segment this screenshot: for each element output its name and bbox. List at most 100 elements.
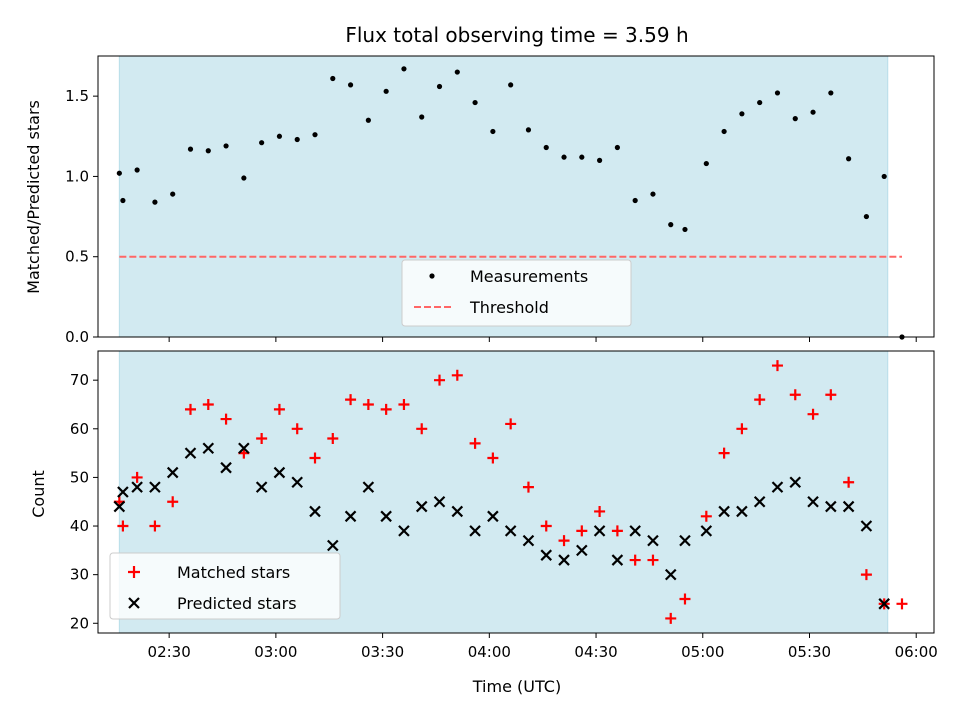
predicted-star-point (415, 500, 428, 513)
measurement-point (561, 154, 567, 160)
matched-star-point (611, 525, 623, 537)
ratio-legend: Measurements Threshold (401, 259, 632, 327)
matched-star-point (291, 423, 303, 435)
measurement-point (490, 128, 496, 135)
predicted-star-point (184, 447, 197, 459)
predicted-star-point (238, 442, 250, 455)
y-tick-label: 1.0 (65, 167, 89, 185)
predicted-star-point (718, 505, 730, 518)
measurement-point (120, 197, 126, 204)
matched-star-point (807, 408, 819, 420)
measurement-point (632, 197, 638, 204)
counts-legend-box (109, 552, 341, 620)
matched-star-point (789, 389, 801, 401)
ratio-x-ticks (168, 337, 917, 342)
matched-star-point (451, 369, 463, 381)
y-tick-label: 30 (70, 566, 89, 584)
predicted-star-point (753, 495, 766, 508)
measurement-point (792, 116, 798, 122)
measurement-point (436, 83, 443, 90)
matched-star-point (345, 394, 357, 406)
predicted-star-point (202, 442, 215, 455)
predicted-star-point (789, 476, 802, 489)
x-tick-label: 04:00 (468, 643, 511, 661)
matched-star-point (700, 510, 712, 522)
measurement-point (846, 156, 852, 162)
measurement-point (259, 140, 265, 146)
measurement-point (383, 88, 389, 94)
predicted-star-point (255, 481, 268, 493)
measurement-point (739, 111, 745, 117)
predicted-star-point (166, 466, 179, 479)
counts-y-axis-label: Count (29, 470, 48, 518)
matched-star-point (273, 403, 285, 415)
counts-axes-frame (97, 350, 935, 634)
measurement-point (347, 82, 354, 88)
predicted-star-point (433, 495, 446, 508)
predicted-star-point (113, 500, 126, 513)
measurement-point (828, 90, 834, 96)
measurement-point (294, 136, 300, 143)
predicted-star-point (309, 505, 321, 518)
measurement-point (276, 133, 283, 139)
matched-star-point (131, 471, 143, 483)
predicted-star-point (220, 461, 232, 474)
matched-star-point (718, 447, 730, 459)
predicted-star-point (344, 510, 357, 523)
matched-star-point (117, 520, 129, 532)
measurement-point (419, 114, 425, 120)
matched-star-point (647, 554, 659, 566)
matched-star-point (736, 423, 748, 435)
ratio-panel: 0.0 0.5 1.0 1.5 Matched/Predicted stars Mea… (24, 55, 935, 346)
ratio-axes-frame (97, 55, 935, 338)
x-tick-label: 05:30 (788, 643, 831, 661)
matched-star-point (416, 423, 428, 435)
predicted-star-point (629, 525, 641, 537)
measurement-point (863, 213, 870, 220)
matched-star-point (434, 374, 446, 386)
measurement-point (170, 191, 176, 197)
counts-x-ticks: 02:30 03:00 03:30 04:00 04:30 05:00 05:30 06:00 (148, 633, 938, 661)
x-tick-label: 02:30 (148, 643, 191, 661)
y-tick-label: 70 (70, 371, 89, 389)
y-tick-label: 20 (70, 614, 89, 632)
predicted-star-point (842, 500, 855, 513)
x-axis-label: Time (UTC) (472, 677, 561, 696)
predicted-star-point (149, 481, 161, 493)
matched-star-point (469, 437, 481, 449)
measurement-point (454, 69, 460, 75)
counts-y-ticks: 20 30 40 50 60 70 (70, 371, 98, 632)
predicted-star-point (576, 544, 588, 557)
measurement-point (223, 143, 229, 149)
measurement-points (116, 66, 905, 340)
measurement-point (703, 160, 709, 167)
legend-threshold-label: Threshold (469, 298, 549, 317)
y-tick-label: 40 (70, 517, 89, 535)
matched-star-point (576, 525, 588, 537)
predicted-star-point (540, 549, 553, 561)
matched-star-point (522, 481, 534, 493)
measurement-point (525, 127, 532, 133)
matched-star-point (202, 398, 214, 410)
y-tick-label: 50 (70, 468, 89, 486)
matched-star-point (256, 433, 268, 445)
matched-star-point (629, 554, 641, 566)
matched-star-point (540, 520, 552, 532)
matched-star-point (309, 452, 321, 464)
matched-star-point (149, 520, 161, 532)
matched-star-point (220, 413, 232, 425)
measurement-point (472, 99, 478, 106)
measurement-point (597, 157, 603, 163)
y-tick-label: 0.5 (65, 248, 89, 266)
legend-matched-label: Matched stars (177, 563, 290, 582)
matched-star-point (594, 505, 606, 517)
measurement-point (543, 144, 549, 151)
ratio-legend-box (401, 259, 632, 327)
measurement-point (682, 226, 688, 233)
predicted-star-point (700, 525, 713, 537)
predicted-star-point (469, 525, 481, 537)
predicted-star-point (647, 534, 659, 547)
predicted-star-point (522, 534, 535, 547)
measurement-point (721, 128, 727, 135)
matched-star-point (558, 535, 570, 547)
